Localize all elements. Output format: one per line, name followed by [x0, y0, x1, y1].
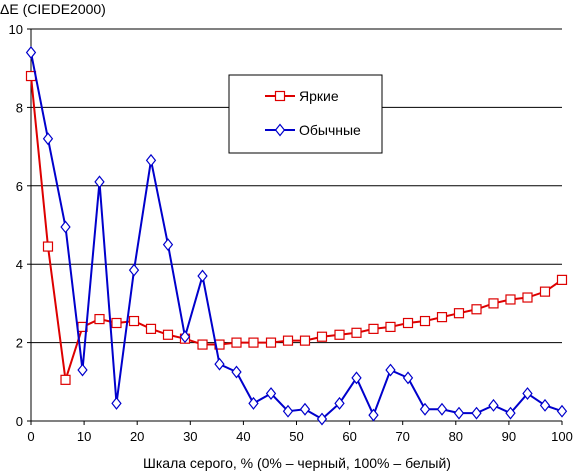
data-point-1-11 — [214, 357, 225, 371]
data-point-0-24 — [436, 312, 448, 323]
data-point-1-3 — [77, 363, 88, 377]
data-point-1-25 — [453, 406, 465, 420]
y-tick-label-2: 2 — [16, 336, 23, 351]
x-tick-label-10: 10 — [77, 429, 91, 444]
data-point-1-27 — [488, 398, 499, 412]
data-point-0-16 — [299, 335, 311, 346]
data-point-0-8 — [162, 329, 174, 340]
data-point-1-14 — [265, 387, 277, 401]
data-point-1-24 — [436, 402, 448, 416]
data-point-0-15 — [282, 335, 294, 346]
data-point-1-20 — [368, 408, 379, 422]
data-point-0-20 — [368, 323, 379, 334]
data-point-1-1 — [42, 132, 54, 146]
data-point-1-7 — [145, 153, 157, 167]
data-point-1-22 — [402, 371, 414, 385]
series-layer — [25, 46, 568, 426]
data-point-0-6 — [128, 315, 140, 327]
data-point-1-30 — [539, 398, 551, 412]
data-point-1-28 — [505, 406, 516, 420]
x-axis-title: Шкала серого, % (0% – черный, 100% – бел… — [143, 455, 451, 471]
axes — [27, 28, 563, 425]
data-point-1-0 — [25, 46, 37, 59]
data-point-0-25 — [453, 308, 465, 319]
series-1 — [25, 46, 568, 426]
x-tick-label-60: 60 — [342, 429, 356, 444]
data-point-0-27 — [488, 298, 499, 309]
data-point-0-23 — [419, 315, 431, 327]
x-tick-label-80: 80 — [449, 429, 463, 444]
y-axis-title: ΔE (CIEDE2000) — [0, 1, 106, 17]
data-point-1-13 — [248, 396, 259, 410]
data-point-1-2 — [60, 220, 71, 234]
data-point-0-26 — [471, 304, 482, 315]
y-tick-label-10: 10 — [9, 22, 23, 37]
data-point-0-14 — [265, 337, 277, 348]
data-point-0-10 — [197, 339, 208, 350]
data-point-1-29 — [522, 387, 533, 401]
legend-label-0: Яркие — [299, 88, 339, 104]
data-point-0-5 — [111, 317, 122, 329]
y-tick-label-0: 0 — [16, 414, 23, 429]
y-tick-label-6: 6 — [16, 179, 23, 194]
data-point-0-29 — [522, 292, 533, 303]
legend-label-1: Обычные — [299, 122, 361, 138]
data-point-0-4 — [94, 313, 105, 325]
x-tick-label-40: 40 — [236, 429, 250, 444]
data-point-1-5 — [111, 396, 122, 410]
data-point-0-2 — [60, 374, 71, 385]
data-point-0-22 — [402, 317, 414, 329]
legend: Яркие Обычные — [228, 74, 383, 154]
data-point-1-9 — [179, 330, 191, 344]
legend-marker-0 — [274, 90, 286, 102]
x-tick-label-70: 70 — [395, 429, 409, 444]
data-point-1-6 — [128, 263, 140, 277]
data-point-1-26 — [471, 406, 482, 420]
data-point-0-17 — [316, 331, 328, 342]
data-point-1-12 — [231, 365, 242, 379]
y-tick-label-4: 4 — [16, 257, 23, 272]
data-point-0-12 — [231, 337, 242, 348]
data-point-1-4 — [94, 175, 105, 189]
data-point-0-21 — [385, 321, 396, 333]
series-0 — [25, 70, 568, 385]
data-point-1-17 — [316, 412, 328, 426]
y-tick-label-8: 8 — [16, 100, 23, 115]
data-point-0-1 — [42, 241, 54, 252]
data-point-1-31 — [556, 404, 568, 418]
gridlines — [31, 28, 562, 344]
data-point-1-15 — [282, 404, 294, 418]
data-point-0-7 — [145, 323, 157, 334]
x-tick-label-50: 50 — [289, 429, 303, 444]
legend-box — [228, 74, 383, 154]
data-point-1-10 — [197, 269, 208, 283]
legend-marker-1 — [274, 123, 286, 137]
data-point-0-30 — [539, 286, 551, 297]
data-point-1-8 — [162, 238, 174, 252]
data-point-0-19 — [351, 327, 362, 338]
x-tick-label-100: 100 — [551, 429, 573, 444]
x-tick-label-90: 90 — [502, 429, 516, 444]
data-point-1-18 — [334, 396, 345, 410]
x-tick-label-0: 0 — [27, 429, 34, 444]
data-point-1-16 — [299, 402, 311, 416]
data-point-0-28 — [505, 294, 516, 305]
x-tick-label-20: 20 — [130, 429, 144, 444]
data-point-0-31 — [556, 274, 568, 285]
data-point-0-13 — [248, 337, 259, 348]
data-point-0-18 — [334, 329, 345, 340]
data-point-1-23 — [419, 402, 431, 416]
data-point-1-19 — [351, 371, 362, 385]
data-point-1-21 — [385, 363, 396, 377]
x-tick-label-30: 30 — [183, 429, 197, 444]
